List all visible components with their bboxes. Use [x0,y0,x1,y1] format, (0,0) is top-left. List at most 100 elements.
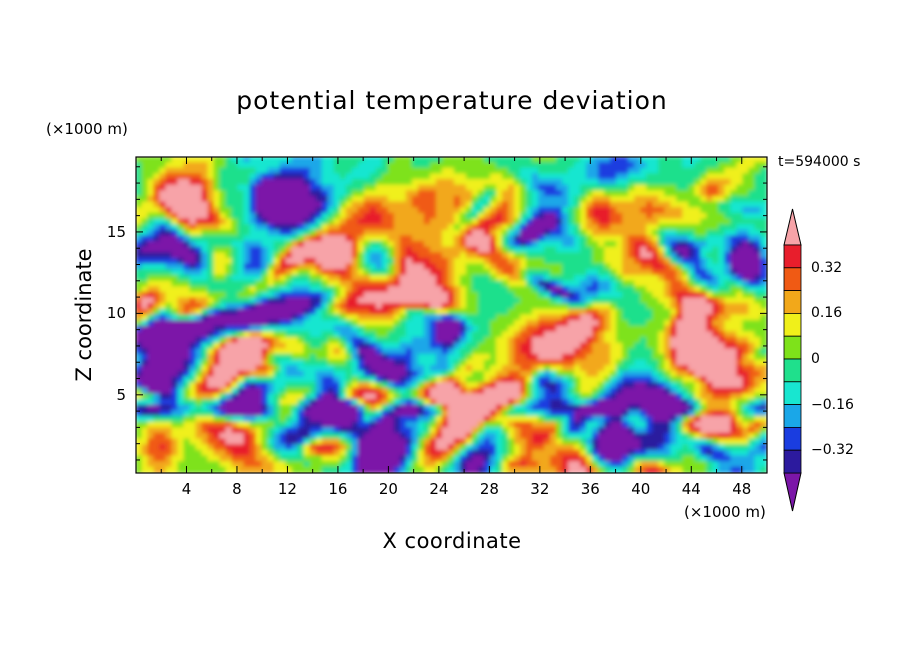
field-cell [297,269,305,277]
field-cell [309,291,317,299]
field-cell [628,157,636,164]
field-cell [219,308,227,316]
field-cell [682,157,690,164]
field-cell [574,157,582,164]
field-cell [381,235,389,243]
field-cell [309,404,317,412]
field-cell [580,173,588,181]
field-cell [435,410,444,418]
field-cell [363,370,371,378]
field-cell [369,224,377,231]
field-cell [532,291,540,299]
field-cell [532,382,540,389]
field-cell [495,314,504,322]
field-cell [249,195,257,203]
field-cell [598,224,606,231]
field-cell [730,303,738,310]
field-cell [183,235,191,243]
field-cell [345,303,353,310]
field-cell [213,331,221,339]
field-cell [526,359,534,367]
field-cell [453,162,462,169]
field-cell [417,303,426,310]
field-cell [333,336,341,344]
field-cell [694,269,702,277]
field-cell [640,218,648,226]
field-cell [363,190,371,198]
field-cell [724,229,732,237]
field-cell [393,218,402,226]
field-cell [207,263,215,271]
field-cell [501,263,510,271]
field-cell [742,404,750,412]
field-cell [586,308,594,316]
field-cell [748,404,756,412]
field-cell [760,162,767,169]
field-cell [664,325,672,333]
field-cell [724,162,732,169]
field-cell [333,157,341,164]
field-cell [225,370,233,378]
field-cell [321,399,329,406]
field-cell [171,190,179,198]
field-cell [363,286,371,294]
field-cell [622,336,630,344]
field-cell [495,286,504,294]
field-cell [453,252,462,260]
field-cell [309,393,317,401]
field-cell [550,308,558,316]
field-cell [255,201,263,209]
field-cell [526,404,534,412]
field-cell [471,173,480,181]
field-cell [171,308,179,316]
field-cell [706,257,714,265]
field-cell [568,162,576,169]
field-cell [261,207,269,215]
field-cell [357,252,365,260]
field-cell [141,382,149,389]
field-cell [267,370,275,378]
field-cell [694,387,702,395]
field-cell [556,178,564,186]
field-cell [435,387,444,395]
field-cell [411,218,420,226]
field-cell [628,359,636,367]
field-cell [760,325,767,333]
field-cell [345,274,353,282]
field-cell [550,280,558,288]
field-cell [309,336,317,344]
field-cell [520,207,528,215]
field-cell [243,207,251,215]
field-cell [441,162,450,169]
field-cell [616,167,624,175]
field-cell [694,157,702,164]
field-cell [351,167,359,175]
field-cell [495,162,504,169]
field-cell [255,325,263,333]
field-cell [189,252,197,260]
field-cell [580,190,588,198]
field-cell [712,336,720,344]
field-cell [279,297,287,305]
field-cell [489,365,498,373]
field-cell [255,207,263,215]
field-cell [219,399,227,406]
field-cell [381,269,389,277]
field-cell [441,157,450,164]
field-cell [357,365,365,373]
field-cell [471,246,480,254]
field-cell [189,269,197,277]
field-cell [333,195,341,203]
field-cell [447,224,456,231]
field-cell [730,286,738,294]
field-cell [622,320,630,327]
field-cell [646,320,654,327]
field-cell [760,353,767,361]
field-cell [375,421,383,429]
field-cell [207,157,215,164]
field-cell [544,157,552,164]
field-cell [435,336,444,344]
field-cell [453,212,462,220]
field-cell [514,353,522,361]
field-cell [423,252,432,260]
